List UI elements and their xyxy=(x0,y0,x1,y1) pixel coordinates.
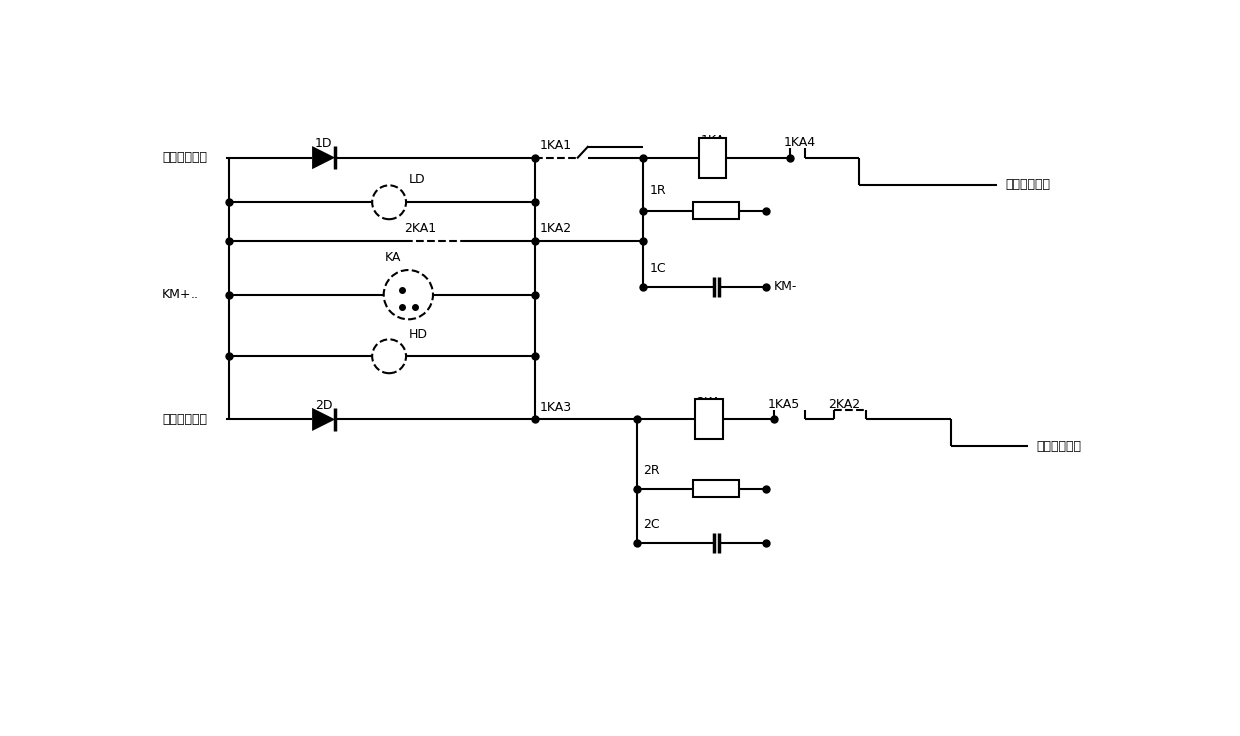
Polygon shape xyxy=(312,408,335,431)
Circle shape xyxy=(372,185,405,219)
Text: 1KA: 1KA xyxy=(701,134,724,147)
Bar xyxy=(694,400,723,439)
Text: 1KA2: 1KA2 xyxy=(539,222,572,235)
Text: 2R: 2R xyxy=(644,464,660,477)
Text: 1KA4: 1KA4 xyxy=(784,135,816,149)
Bar xyxy=(693,202,739,219)
Text: LD: LD xyxy=(409,173,425,185)
Polygon shape xyxy=(312,146,335,169)
Text: 合闸信号输出: 合闸信号输出 xyxy=(1006,178,1050,191)
Bar xyxy=(698,138,727,177)
Text: 1R: 1R xyxy=(650,184,666,197)
Text: 分闸信号输出: 分闸信号输出 xyxy=(1035,440,1081,453)
Text: 1D: 1D xyxy=(315,137,332,150)
Text: 2KA2: 2KA2 xyxy=(828,397,861,411)
Text: HD: HD xyxy=(409,328,428,342)
Bar xyxy=(693,481,739,498)
Text: KM+: KM+ xyxy=(162,289,191,301)
Circle shape xyxy=(372,339,405,373)
Text: KM-: KM- xyxy=(774,280,797,294)
Text: 1KA3: 1KA3 xyxy=(539,400,572,414)
Text: 合闸信号输入: 合闸信号输入 xyxy=(162,151,207,164)
Text: 1KA5: 1KA5 xyxy=(768,397,800,411)
Text: 1C: 1C xyxy=(650,262,666,275)
Text: 2KA: 2KA xyxy=(697,396,720,409)
Text: 2D: 2D xyxy=(315,399,332,412)
Text: 2C: 2C xyxy=(644,517,660,531)
Text: 1KA1: 1KA1 xyxy=(539,139,572,152)
Text: ..: .. xyxy=(191,289,198,301)
Circle shape xyxy=(383,270,433,319)
Text: 2KA1: 2KA1 xyxy=(404,222,436,235)
Text: KA: KA xyxy=(386,251,402,264)
Text: 分闸信号输入: 分闸信号输入 xyxy=(162,413,207,426)
